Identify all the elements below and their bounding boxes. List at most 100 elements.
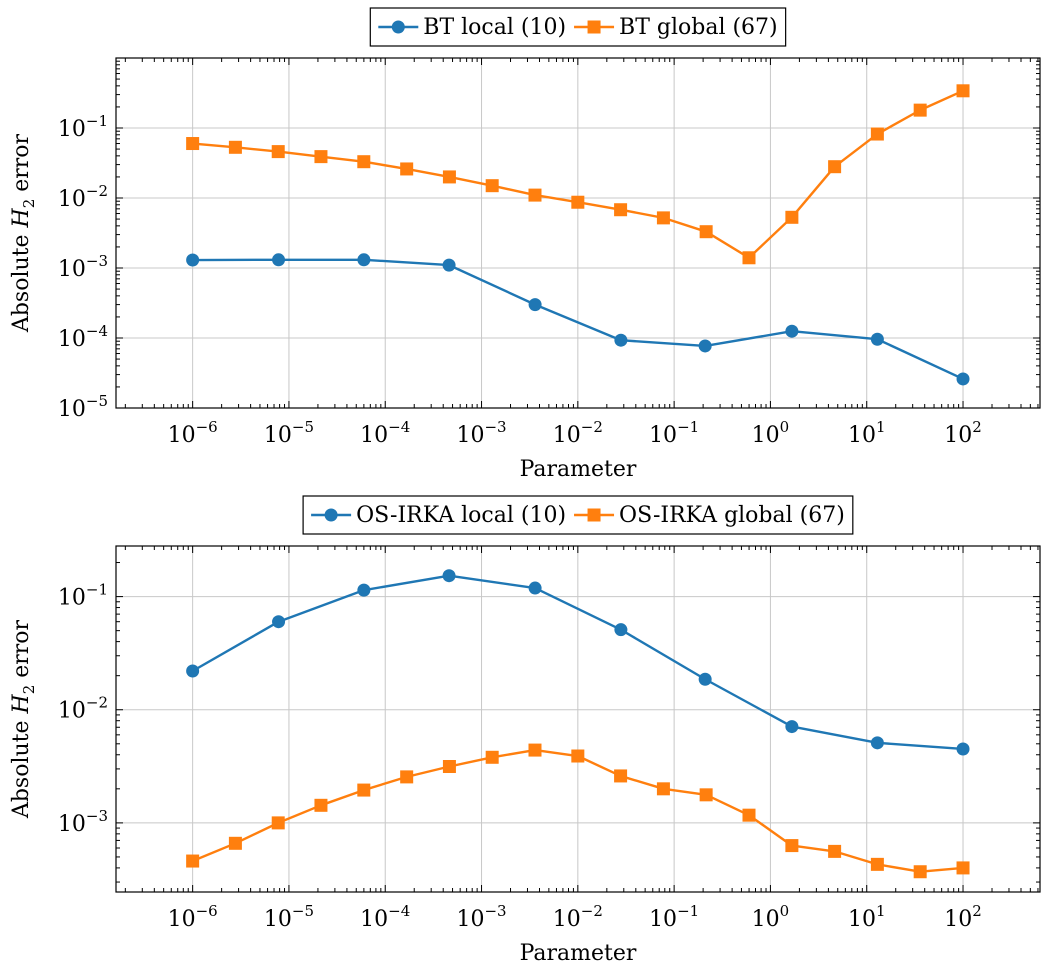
data-point: [870, 332, 884, 346]
x-tick-label-exp: 0: [780, 902, 790, 920]
x-tick-label: 10−2: [553, 902, 603, 932]
x-tick-label-base: 10: [752, 423, 780, 448]
x-tick-label: 10−5: [264, 418, 314, 448]
y-tick-label: 10−1: [58, 112, 108, 142]
x-tick-label-base: 10: [553, 907, 581, 932]
legend: OS-IRKA local (10) OS-IRKA global (67): [302, 495, 854, 535]
legend-marker: [587, 20, 601, 34]
y-tick-label-exp: −2: [86, 182, 108, 200]
x-tick-label-base: 10: [264, 907, 292, 932]
y-tick-label-base: 10: [58, 117, 86, 142]
y-tick-label-exp: −1: [86, 112, 108, 130]
x-tick-label: 101: [848, 418, 886, 448]
x-tick-label-base: 10: [848, 423, 876, 448]
data-point: [785, 324, 799, 338]
series-line: [192, 258, 964, 381]
y-axis-title-suffix: error: [9, 133, 34, 198]
x-tick-label-base: 10: [553, 423, 581, 448]
series-local: [186, 253, 970, 386]
data-point: [742, 808, 756, 822]
chart-bt: 10−6 10−5 10−4 10−3 10−2 10−1 100 101 10210−510−…: [9, 7, 1041, 482]
data-point: [528, 188, 542, 202]
y-axis-title: Absolute H2 error: [9, 619, 38, 819]
data-point: [656, 211, 670, 225]
data-point: [699, 225, 713, 239]
x-tick-label: 10−6: [168, 418, 218, 448]
x-tick-label-exp: 2: [972, 418, 982, 436]
series-line: [192, 574, 964, 751]
legend-label: OS-IRKA local (10): [356, 503, 566, 528]
x-tick-label-base: 10: [360, 423, 388, 448]
x-tick-label-base: 10: [168, 423, 196, 448]
data-point: [400, 162, 414, 176]
data-point: [785, 720, 799, 734]
data-point: [571, 195, 585, 209]
x-tick-label-base: 10: [264, 423, 292, 448]
x-tick-label-exp: −5: [292, 418, 314, 436]
y-tick-label: 10−5: [58, 392, 108, 422]
legend-marker: [391, 20, 405, 34]
x-tick-label-base: 10: [456, 423, 484, 448]
legend-label: BT global (67): [619, 15, 778, 40]
y-tick-label-exp: −4: [86, 322, 108, 340]
x-tick-label-base: 10: [456, 907, 484, 932]
x-tick-label-exp: 1: [876, 902, 886, 920]
x-tick-label: 102: [944, 902, 982, 932]
y-tick-label-base: 10: [58, 397, 86, 422]
data-point: [528, 298, 542, 312]
x-tick-label: 10−6: [168, 902, 218, 932]
y-tick-label-base: 10: [58, 812, 86, 837]
series-global: [186, 743, 970, 879]
y-tick-label-base: 10: [58, 257, 86, 282]
data-point: [442, 569, 456, 583]
data-point: [956, 861, 970, 875]
y-tick-label: 10−4: [58, 322, 108, 352]
chart-os-irka: 10−6 10−5 10−4 10−3 10−2 10−1 100 101 10210−310−…: [9, 495, 1041, 966]
data-point: [956, 84, 970, 98]
x-tick-label-base: 10: [848, 907, 876, 932]
data-point: [614, 333, 628, 347]
x-tick-label: 100: [752, 418, 790, 448]
legend-item: BT global (67): [574, 15, 778, 40]
legend-item: BT local (10): [378, 15, 566, 40]
y-tick-label-exp: −3: [86, 807, 108, 825]
data-point: [528, 743, 542, 757]
y-axis-title-prefix: Absolute: [9, 713, 34, 819]
y-tick-label-base: 10: [58, 327, 86, 352]
y-tick-label: 10−2: [58, 694, 108, 724]
data-point: [742, 251, 756, 265]
data-point: [913, 103, 927, 117]
data-point: [357, 155, 371, 169]
data-point: [442, 170, 456, 184]
data-point: [228, 140, 242, 154]
x-tick-label-base: 10: [168, 907, 196, 932]
ticks: [116, 57, 1040, 409]
y-tick-label-base: 10: [58, 586, 86, 611]
data-point: [785, 839, 799, 853]
data-point: [828, 844, 842, 858]
x-tick-label-exp: 2: [972, 902, 982, 920]
legend-item: OS-IRKA global (67): [574, 503, 845, 528]
data-point: [870, 857, 884, 871]
x-tick-label-exp: −4: [388, 902, 410, 920]
legend-marker: [324, 508, 338, 522]
data-point: [870, 127, 884, 141]
data-point: [186, 854, 200, 868]
data-point: [442, 760, 456, 774]
data-point: [271, 145, 285, 159]
legend-box: [302, 495, 854, 535]
x-tick-label-exp: −6: [196, 418, 218, 436]
data-point: [785, 210, 799, 224]
x-axis-title: Parameter: [520, 457, 637, 482]
y-tick-label-exp: −1: [86, 581, 108, 599]
y-axis-title-subscript: 2: [20, 685, 38, 695]
data-point: [614, 623, 628, 637]
y-tick-label-exp: −5: [86, 392, 108, 410]
data-point: [357, 583, 371, 597]
grid: [116, 58, 1040, 409]
data-point: [442, 258, 456, 272]
x-tick-label-exp: −2: [581, 418, 603, 436]
legend-item: OS-IRKA local (10): [311, 503, 566, 528]
data-point: [272, 615, 286, 629]
data-point: [571, 749, 585, 763]
